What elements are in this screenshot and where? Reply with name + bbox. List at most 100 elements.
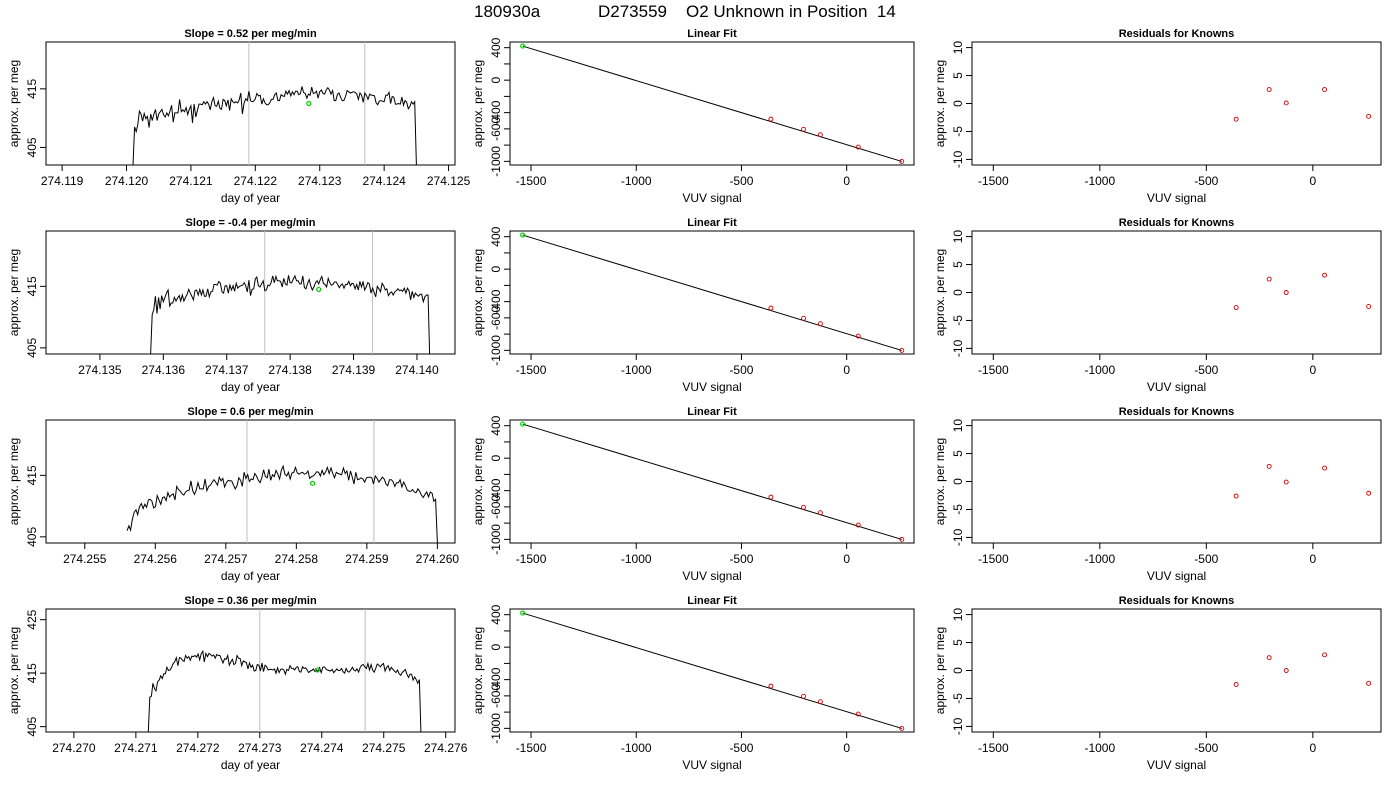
panel-title: Linear Fit: [687, 217, 737, 229]
plot-frame: [971, 230, 1382, 355]
residual-point: [1233, 682, 1239, 687]
sample-description: O2 Unknown in Position 14: [686, 2, 896, 21]
panel-title: Residuals for Knowns: [1119, 28, 1235, 40]
x-tick-label: -1500: [978, 174, 1009, 188]
panel-title: Slope = -0.4 per meg/min: [186, 217, 316, 229]
y-tick-label: 400: [489, 37, 503, 57]
y-tick-label: -5: [951, 504, 965, 515]
x-tick-label: -500: [1194, 174, 1218, 188]
y-axis-label: approx. per meg: [471, 60, 485, 147]
x-tick-label: -1500: [516, 174, 547, 188]
known-point: [801, 315, 806, 321]
panel-title: Slope = 0.36 per meg/min: [184, 595, 317, 607]
residual-point: [1283, 100, 1289, 106]
y-tick-label: 0: [951, 100, 965, 107]
panel-timeseries-2: Slope = -0.4 per meg/min 274.135 274.136 27…: [7, 217, 456, 394]
x-axis-label: VUV signal: [1147, 758, 1206, 772]
x-tick-label: 274.119: [41, 174, 84, 188]
y-axis-label: approx. per meg: [933, 627, 947, 714]
unknown-point: [520, 43, 526, 49]
y-tick-label: 400: [489, 415, 503, 435]
x-tick-label: 0: [1309, 363, 1316, 377]
plot-frame: [509, 230, 915, 355]
panel-linear_fit-2: Linear Fit -1500 -1000 -500 0 -1000 -600-400 0 4…: [471, 217, 915, 394]
y-tick-label: 10: [951, 230, 965, 244]
fit-line: [522, 612, 902, 729]
y-tick-label: -10: [951, 150, 965, 168]
x-tick-label: 274.125: [427, 174, 471, 188]
panel-timeseries-3: Slope = 0.6 per meg/min 274.255 274.256 274…: [7, 406, 459, 583]
y-tick-label: 405: [25, 338, 39, 358]
y-axis-label: approx. per meg: [7, 249, 21, 336]
panel-title: Residuals for Knowns: [1119, 406, 1235, 418]
x-tick-label: 274.260: [416, 552, 460, 566]
x-axis-label: day of year: [221, 380, 280, 394]
x-axis-label: VUV signal: [682, 191, 741, 205]
plot-frame: [509, 608, 915, 733]
y-tick-label: -1000: [489, 713, 503, 744]
x-tick-label: 274.121: [169, 174, 213, 188]
y-tick-label: 415: [25, 465, 39, 485]
x-tick-label: 0: [843, 741, 850, 755]
residual-point: [1283, 479, 1289, 485]
x-tick-label: -1000: [1084, 552, 1115, 566]
y-tick-label: -1000: [489, 524, 503, 555]
x-tick-label: 0: [1309, 741, 1316, 755]
run-date: 180930a: [474, 2, 541, 21]
data-trace: [147, 649, 422, 733]
known-point: [899, 347, 905, 353]
known-point: [768, 116, 774, 122]
plot-frame: [45, 230, 456, 355]
x-tick-label: 274.272: [176, 741, 220, 755]
unknown-marker: [309, 480, 316, 486]
residual-point: [1233, 493, 1239, 499]
y-tick-label: 10: [951, 419, 965, 433]
y-tick-label: 10: [951, 608, 965, 622]
x-tick-label: -1500: [516, 552, 547, 566]
y-tick-label: -5: [951, 315, 965, 326]
x-tick-label: 274.270: [52, 741, 96, 755]
sample-id: D273559: [598, 2, 668, 21]
known-point: [855, 144, 861, 150]
y-axis-label: approx. per meg: [471, 249, 485, 336]
panel-residuals-4: Residuals for Knowns -1500 -1000 -500 0 -10 -5…: [933, 595, 1382, 772]
x-tick-label: -1500: [978, 363, 1009, 377]
unknown-point: [520, 610, 526, 616]
y-tick-label: -400: [489, 478, 503, 502]
y-tick-label: -10: [951, 528, 965, 546]
x-tick-label: -1500: [516, 363, 547, 377]
x-tick-label: -500: [1194, 552, 1218, 566]
y-tick-label: -10: [951, 717, 965, 735]
plot-frame: [509, 41, 915, 166]
residual-point: [1366, 113, 1372, 119]
y-tick-label: -5: [951, 126, 965, 137]
panel-residuals-1: Residuals for Knowns -1500 -1000 -500 0 -10 -5…: [933, 28, 1382, 205]
y-axis-label: approx. per meg: [471, 438, 485, 525]
plot-frame: [509, 419, 915, 544]
x-tick-label: 0: [1309, 552, 1316, 566]
known-point: [768, 683, 774, 689]
fit-line: [522, 45, 902, 162]
y-tick-label: 405: [25, 527, 39, 547]
residual-point: [1266, 655, 1272, 661]
figure-title: 180930a D273559 O2 Unknown in Position 1…: [0, 2, 1400, 26]
known-point: [817, 321, 823, 327]
residual-point: [1233, 116, 1239, 122]
y-tick-label: -600: [489, 306, 503, 330]
panel-title: Linear Fit: [687, 28, 737, 40]
fit-line: [522, 234, 902, 351]
x-tick-label: 274.256: [134, 552, 178, 566]
y-tick-label: -5: [951, 693, 965, 704]
y-axis-label: approx. per meg: [7, 627, 21, 714]
residual-point: [1322, 272, 1327, 278]
residual-point: [1266, 87, 1272, 92]
x-axis-label: VUV signal: [682, 380, 741, 394]
x-tick-label: -1000: [621, 552, 652, 566]
residual-point: [1233, 305, 1239, 311]
x-axis-label: VUV signal: [682, 569, 741, 583]
panel-title: Slope = 0.52 per meg/min: [184, 28, 317, 40]
panel-title: Residuals for Knowns: [1119, 217, 1235, 229]
panel-title: Linear Fit: [687, 595, 737, 607]
x-tick-label: 274.276: [424, 741, 468, 755]
x-tick-label: 0: [843, 174, 850, 188]
